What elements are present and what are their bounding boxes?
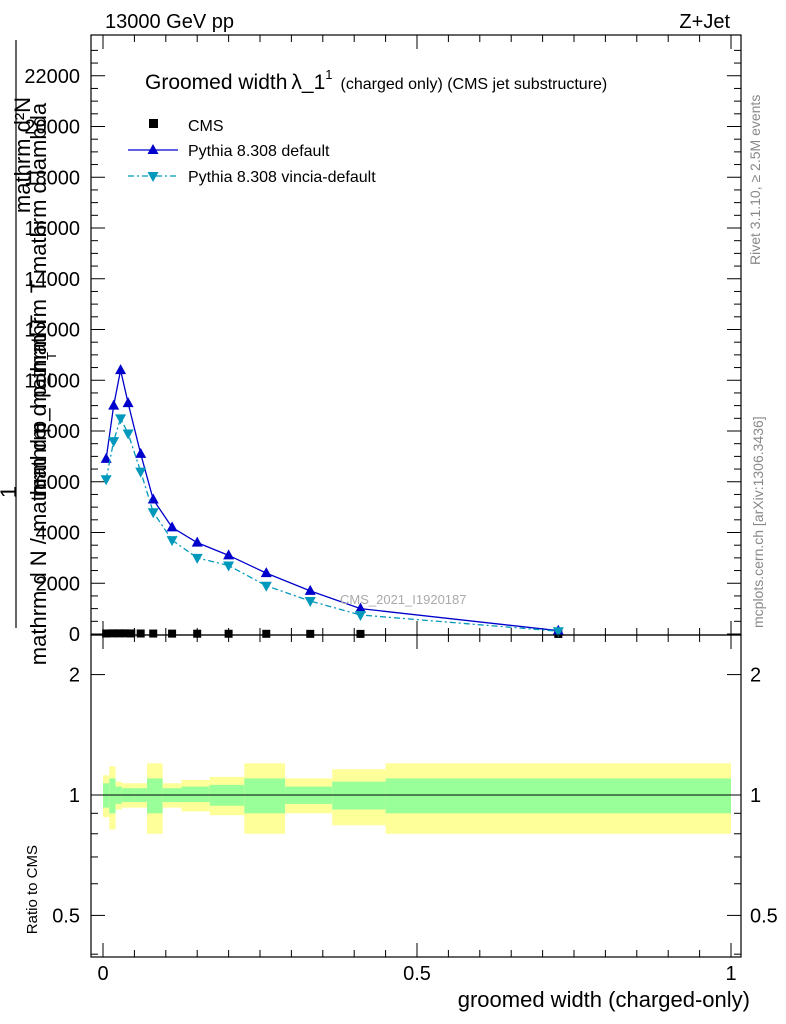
legend-marker-cms <box>149 119 158 128</box>
series-point <box>223 549 235 560</box>
series-point <box>304 597 316 608</box>
series-line <box>105 369 559 632</box>
series-point <box>552 627 564 638</box>
series-point <box>166 521 178 532</box>
ylabel-bottom: mathrm d N / mathrm d p_mathrm T <box>26 315 51 665</box>
series-1 <box>100 364 564 635</box>
x-tick-label: 0 <box>97 963 108 985</box>
legend-marker-default <box>147 144 159 154</box>
green-band <box>385 778 731 814</box>
y-tick-label: 16000 <box>24 218 80 240</box>
series-point <box>166 536 178 547</box>
ratio-y-tick-label: 0.5 <box>52 905 80 927</box>
main-panel: 0 2000 4000 6000 8000 10000 12000 14000 16000 180… <box>0 34 742 665</box>
series-point <box>147 508 159 519</box>
series-point <box>135 467 147 478</box>
series-point <box>115 414 127 425</box>
y-tick-label: 4000 <box>36 523 81 545</box>
legend: CMS Pythia 8.308 default Pythia 8.308 vinc… <box>128 118 376 186</box>
cms-point <box>127 629 136 638</box>
ratio-y-axis-label: Ratio to CMS <box>24 845 41 934</box>
y-tick-label: 20000 <box>24 117 80 139</box>
mcplots-label: mcplots.cern.ch [arXiv:1306.3436] <box>750 416 766 628</box>
series-point <box>108 437 120 448</box>
ratio-bands <box>103 763 731 834</box>
y-tick-label: 12000 <box>24 320 80 342</box>
ratio-frame <box>90 634 742 958</box>
rivet-label: Rivet 3.1.10, ≥ 2.5M events <box>747 95 763 265</box>
series-point <box>100 452 112 463</box>
series-point <box>304 584 316 595</box>
cms-point <box>120 629 129 638</box>
series-point <box>260 567 272 578</box>
green-band <box>244 778 286 814</box>
x-tick-label: 0.5 <box>403 963 431 985</box>
header-right: Z+Jet <box>679 11 730 33</box>
x-tick-label: 1 <box>725 963 736 985</box>
ratio-y-tick-label: 1 <box>69 785 80 807</box>
y-tick-label: 14000 <box>24 269 80 291</box>
series-point <box>260 581 272 592</box>
ratio-y-tick-label: 2 <box>69 665 80 687</box>
ratio-y-tick-label-right: 2 <box>750 665 761 687</box>
chart-title-suffix: (charged only) (CMS jet substructure) <box>341 76 608 93</box>
y-tick-label: 8000 <box>36 421 81 443</box>
green-band <box>146 778 163 814</box>
series-point <box>354 610 366 621</box>
ratio-y-tick-label-right: 0.5 <box>750 905 778 927</box>
series-point <box>147 493 159 504</box>
series-point <box>191 553 203 564</box>
series-0 <box>102 629 563 638</box>
chart-title-sup: 1 <box>325 67 332 82</box>
x-axis-label: groomed width (charged-only) <box>458 987 750 1012</box>
y-tick-label: 6000 <box>36 472 81 494</box>
series-point <box>135 447 147 458</box>
cms-point <box>224 629 233 638</box>
legend-label: Pythia 8.308 vincia-default <box>188 169 376 186</box>
watermark: CMS_2021_I1920187 <box>340 592 467 607</box>
series-point <box>354 602 366 613</box>
y-tick-label: 22000 <box>24 66 80 88</box>
cms-point <box>168 629 177 638</box>
cms-point <box>306 629 315 638</box>
header-left: 13000 GeV pp <box>105 11 234 33</box>
series-point <box>108 399 120 410</box>
green-band <box>109 778 116 814</box>
cms-point <box>356 629 365 638</box>
cms-point <box>102 629 111 638</box>
y-tick-label: 0 <box>69 624 80 646</box>
legend-marker-vincia <box>147 172 159 182</box>
series-point <box>122 429 134 440</box>
cms-point <box>108 629 117 638</box>
y-tick-label: 18000 <box>24 167 80 189</box>
chart-title: Groomed width λ_11 (charged only) (CMS jet… <box>145 67 607 94</box>
series-point <box>122 397 134 408</box>
ylabel-one: 1 <box>0 486 21 498</box>
series-point <box>100 475 112 486</box>
series-point <box>115 364 127 375</box>
green-band <box>181 786 210 803</box>
cms-point <box>136 629 145 638</box>
cms-point <box>114 629 123 638</box>
legend-label: CMS <box>188 118 224 135</box>
series-point <box>223 561 235 572</box>
green-band <box>332 781 386 810</box>
y-tick-label: 2000 <box>36 573 81 595</box>
cms-point <box>193 629 202 638</box>
ylabel-mid: mathrm d p_mathrm T mathrm d lambda <box>26 102 51 497</box>
series-2 <box>100 414 564 638</box>
cms-point <box>149 629 158 638</box>
ylabel-top: mathrm d²N <box>10 97 35 213</box>
cms-point <box>262 629 271 638</box>
chart-title-symbol: λ_1 <box>291 71 325 94</box>
ylabel-sub: T <box>44 352 59 360</box>
ratio-y-tick-label-right: 1 <box>750 785 761 807</box>
series-point <box>191 536 203 547</box>
chart-title-text: Groomed width <box>145 71 287 94</box>
legend-label: Pythia 8.308 default <box>188 143 330 160</box>
y-tick-label: 10000 <box>24 370 80 392</box>
